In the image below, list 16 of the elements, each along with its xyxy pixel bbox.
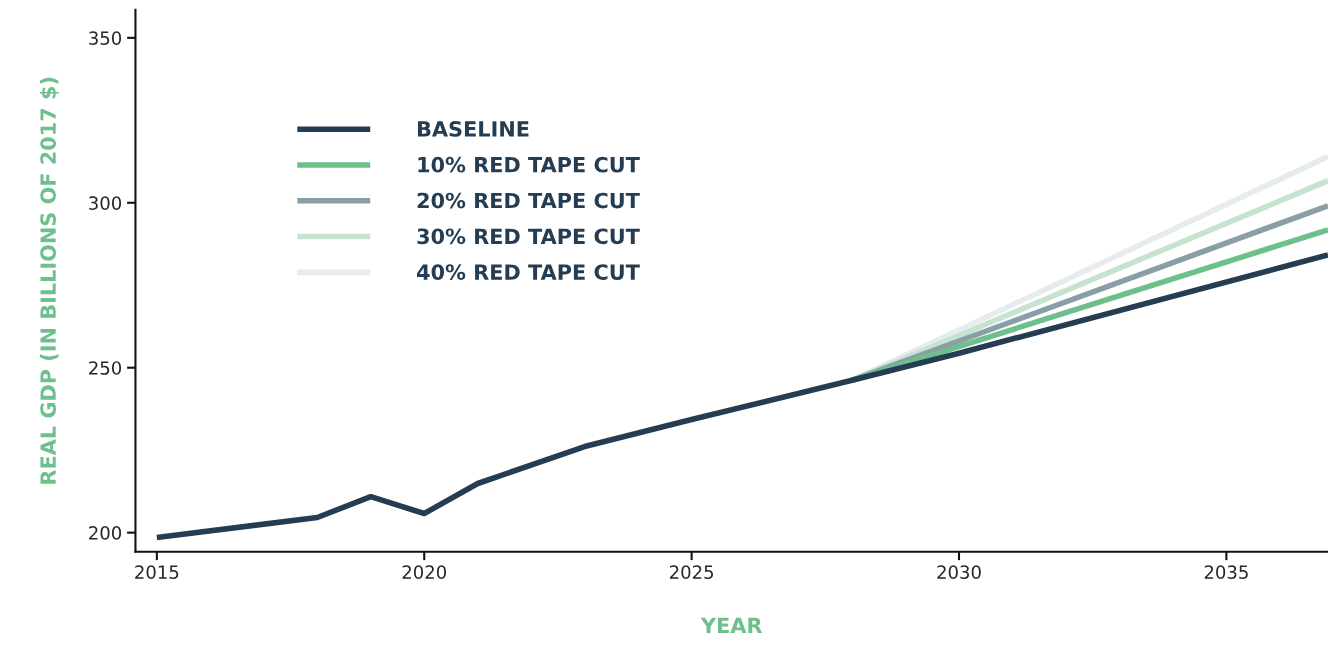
legend-label: 20% RED TAPE CUT	[417, 192, 640, 209]
y-tick-label: 350	[89, 31, 122, 45]
x-tick-label: 2035	[1204, 565, 1248, 579]
legend-label: 30% RED TAPE CUT	[417, 228, 640, 245]
y-tick-label: 250	[89, 361, 122, 375]
legend-label: BASELINE	[417, 121, 529, 137]
x-tick-label: 2020	[402, 565, 447, 579]
y-axis-title: REAL GDP (IN BILLIONS OF 2017 $)	[39, 77, 59, 484]
x-tick-label: 2015	[135, 565, 179, 579]
y-tick-label: 200	[89, 526, 122, 540]
x-tick-label: 2030	[937, 565, 981, 579]
x-axis-title: YEAR	[700, 617, 763, 634]
y-tick-label: 300	[89, 196, 122, 210]
legend-label: 10% RED TAPE CUT	[418, 156, 640, 173]
x-tick-label: 2025	[669, 565, 714, 579]
legend-label: 40% RED TAPE CUT	[417, 264, 640, 280]
